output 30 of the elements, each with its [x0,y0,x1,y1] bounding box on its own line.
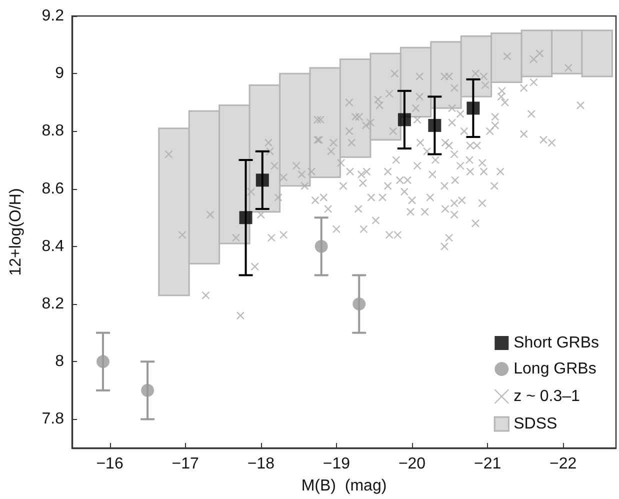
x-tick-label: −21 [474,456,502,472]
point [256,174,269,187]
y-tick-label: 8.4 [42,238,64,255]
x-tick-label: −20 [398,456,426,472]
point [398,113,411,126]
x-tick-label: −18 [247,456,275,472]
point [466,102,480,115]
point [352,298,366,310]
x-tick-label: −19 [322,456,350,472]
y-tick-label: 9.2 [42,8,64,24]
legend-label: SDSS [514,416,558,432]
y-axis-title: 12+log(O/H) [8,188,24,276]
point [239,211,252,224]
y-tick-label: 8.8 [42,122,64,140]
x-axis-title: M(B) (mag) [301,478,387,494]
y-tick-label: 7.8 [42,410,64,428]
y-tick-label: 8.2 [42,296,64,312]
x-tick-label: −17 [172,456,200,472]
y-tick-label: 8.6 [42,180,64,198]
legend-label: z ~ 0.3–1 [514,388,580,405]
point [428,118,442,132]
legend-label: Long GRBs [514,360,596,378]
x-tick-label: −22 [550,456,577,472]
point [96,355,110,368]
x-tick-label: −16 [96,456,124,472]
legend-label: Short GRBs [514,334,599,352]
point [141,384,154,397]
y-tick-label: 9 [55,65,64,82]
y-tick-label: 8 [55,353,64,370]
point [314,240,328,253]
